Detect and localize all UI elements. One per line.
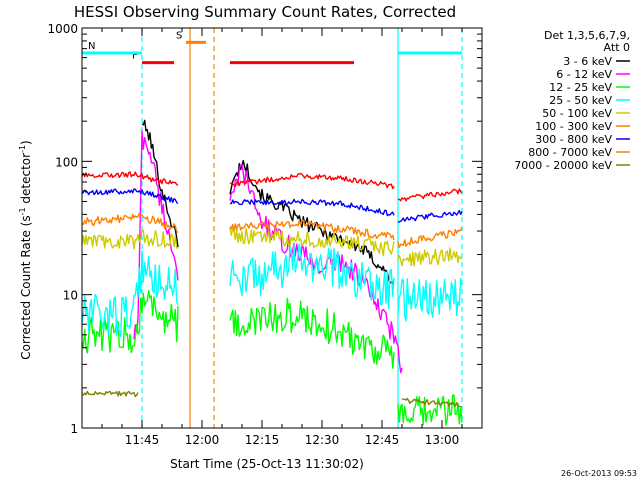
- y-tick-label: 100: [55, 155, 78, 169]
- series-line: [229, 159, 395, 286]
- legend-label: 7000 - 20000 keV: [514, 159, 612, 172]
- series-line: [229, 297, 395, 369]
- series-line: [81, 188, 179, 205]
- legend-label: 300 - 800 keV: [535, 133, 612, 146]
- flag-label: N: [88, 41, 95, 52]
- series-line: [81, 390, 139, 398]
- frame-layer: 11:45 12:00 12:15 12:30 12:45 13:00 1 10 100 1000: [47, 22, 483, 447]
- x-axis-label: Start Time (25-Oct-13 11:30:02): [170, 457, 364, 471]
- series-line: [397, 247, 463, 267]
- series-line: [229, 198, 395, 217]
- series-line: [81, 289, 179, 354]
- legend-label: 800 - 7000 keV: [528, 146, 612, 159]
- series-line: [397, 277, 463, 322]
- y-tick-label: 10: [63, 289, 78, 303]
- x-tick-label: 12:00: [185, 433, 220, 447]
- flag-label: S: [176, 30, 182, 41]
- series-line: [397, 209, 463, 223]
- x-tick-label: 13:00: [425, 433, 460, 447]
- x-tick-label: 12:45: [365, 433, 400, 447]
- y-axis-label: Corrected Count Rate (s-1 detector-1): [18, 140, 33, 359]
- x-tick-label: 12:30: [305, 433, 340, 447]
- y-axis-label-superscript: -1: [18, 145, 27, 153]
- legend-header-line: Det 1,3,5,6,7,9,: [544, 29, 630, 42]
- timestamp: 26-Oct-2013 09:53: [561, 469, 637, 478]
- y-axis-label-part: Corrected Count Rate (s: [19, 215, 33, 359]
- x-tick-label: 11:45: [125, 433, 160, 447]
- y-axis-label-superscript: -1: [18, 207, 27, 215]
- series-line: [397, 394, 463, 426]
- chart-title: HESSI Observing Summary Count Rates, Cor…: [74, 3, 456, 21]
- flag-label: F: [132, 51, 138, 62]
- y-axis-label-part: ): [19, 140, 33, 145]
- series-line: [398, 188, 463, 202]
- series-line: [229, 172, 395, 190]
- legend-label: 50 - 100 keV: [542, 107, 612, 120]
- x-tick-label: 12:15: [245, 433, 280, 447]
- legend-label: 6 - 12 keV: [556, 68, 612, 81]
- series-line: [229, 227, 395, 257]
- plot-layer: F N S: [81, 28, 463, 428]
- series-line: [401, 397, 463, 408]
- y-tick-label: 1: [70, 422, 78, 436]
- series-line: [81, 250, 179, 338]
- series-line: [397, 227, 463, 249]
- legend-header-line: Att 0: [604, 41, 630, 54]
- series-line: [81, 171, 179, 187]
- series-line: [81, 229, 179, 250]
- series-line: [81, 213, 179, 233]
- legend-label: 12 - 25 keV: [549, 81, 612, 94]
- y-axis-label-part: detector: [19, 153, 33, 208]
- y-tick-label: 1000: [47, 22, 78, 36]
- series-line: [229, 219, 395, 241]
- legend-label: 100 - 300 keV: [535, 120, 612, 133]
- series-line: [229, 243, 395, 310]
- legend-label: 25 - 50 keV: [549, 94, 612, 107]
- legend-label: 3 - 6 keV: [563, 55, 612, 68]
